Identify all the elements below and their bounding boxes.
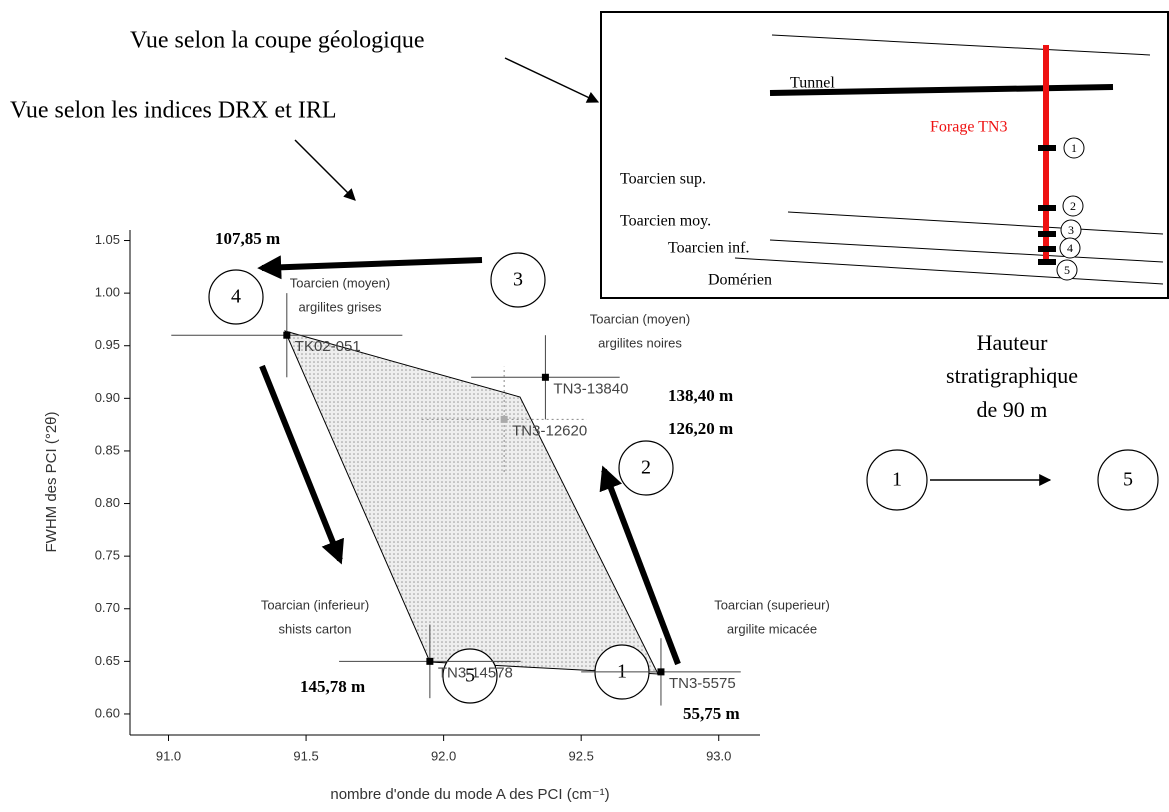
arrow [257,255,483,280]
x-tick-label: 91.0 [156,748,181,763]
circle-number: 5 [465,665,475,687]
y-tick-label: 0.60 [95,705,120,720]
x-tick-label: 92.0 [431,748,456,763]
circle-number: 2 [641,457,651,479]
x-axis-label: nombre d'onde du mode A des PCI (cm⁻¹) [330,786,609,803]
circles [208,252,1159,704]
label: Toarcien inf. [668,240,750,257]
point-label: TK02-051 [295,338,361,355]
y-tick-label: 0.75 [95,548,120,563]
arrow [259,364,344,565]
x-tick-label: 92.5 [569,748,594,763]
note: Hauteur [977,330,1049,355]
point [541,373,549,381]
samples [1038,145,1056,265]
circle-number: 2 [1070,199,1076,213]
circle [1059,237,1081,259]
region-label: argilites noires [598,335,682,350]
circle [208,269,264,325]
y-tick-label: 0.90 [95,390,120,405]
depth-label: 55,75 m [683,704,740,723]
circle [1097,449,1159,511]
point [426,657,434,665]
sample [1038,145,1056,151]
circle [490,252,546,308]
circle-number: 5 [1064,263,1070,277]
circle-number: 3 [513,269,523,291]
circle [618,440,674,496]
sample [1038,259,1056,265]
circle-number: 5 [1123,469,1133,491]
inset: 1 2 3 4 5 Tunnel Forage TN3 Toarcien sup… [600,11,1169,299]
y-tick-label: 0.85 [95,442,120,457]
y-tick-label: 0.70 [95,600,120,615]
region-label: Toarcian (inferieur) [261,597,369,612]
point-label: TN3-12620 [512,422,587,439]
y-tick-label: 0.80 [95,495,120,510]
caption: Vue selon la coupe géologique [130,28,424,54]
strata-line [769,239,1164,263]
strata-line [787,211,1164,235]
strata-line [771,34,1151,56]
label: Toarcien sup. [620,171,706,188]
point-label: TN3-14578 [438,664,513,681]
y-tick-label: 1.05 [95,232,120,247]
depth-label: 138,40 m [668,386,733,405]
point [657,668,665,676]
region-label: argilite micacée [727,621,817,636]
region-label: argilites grises [298,299,382,314]
sample [1038,246,1056,252]
point-label: TN3-5575 [669,675,736,692]
circle-number: 1 [892,469,902,491]
circle-number: 4 [1067,241,1073,255]
circle-number: 1 [1071,141,1077,155]
circle-number: 4 [231,286,241,308]
region-label: Toarcian (superieur) [714,597,830,612]
sample [1038,231,1056,237]
y-axis-label: FWHM des PCI (°2θ) [43,411,60,552]
circle [1062,195,1084,217]
strata-line [734,257,1164,285]
pointer [294,139,356,201]
point [283,331,291,339]
sample-circles [1056,137,1085,281]
label: Forage TN3 [930,119,1007,136]
point-label: TN3-13840 [553,380,628,397]
circle [1063,137,1085,159]
depth-label: 145,78 m [300,677,365,696]
region-label: shists carton [279,621,352,636]
x-tick-label: 91.5 [293,748,318,763]
note: de 90 m [977,397,1048,422]
label: Tunnel [790,75,835,92]
y-tick-label: 1.00 [95,285,120,300]
arrow [599,465,681,666]
circle [442,648,498,704]
y-tick-label: 0.65 [95,653,120,668]
depth-label: 107,85 m [215,229,280,248]
x-tick-label: 93.0 [706,748,731,763]
pointer [504,57,600,103]
region-label: Toarcian (moyen) [590,311,690,326]
sample [1038,205,1056,211]
circle [866,449,928,511]
note: stratigraphique [946,363,1078,388]
caption: Vue selon les indices DRX et IRL [10,98,337,124]
label: Toarcien moy. [620,213,711,230]
label: Domérien [708,272,772,289]
region-label: Toarcien (moyen) [290,275,390,290]
y-tick-label: 0.95 [95,337,120,352]
circle-number: 3 [1068,223,1074,237]
circle [1056,259,1078,281]
point [500,415,508,423]
depth-label: 126,20 m [668,419,733,438]
tunnel [769,84,1114,96]
